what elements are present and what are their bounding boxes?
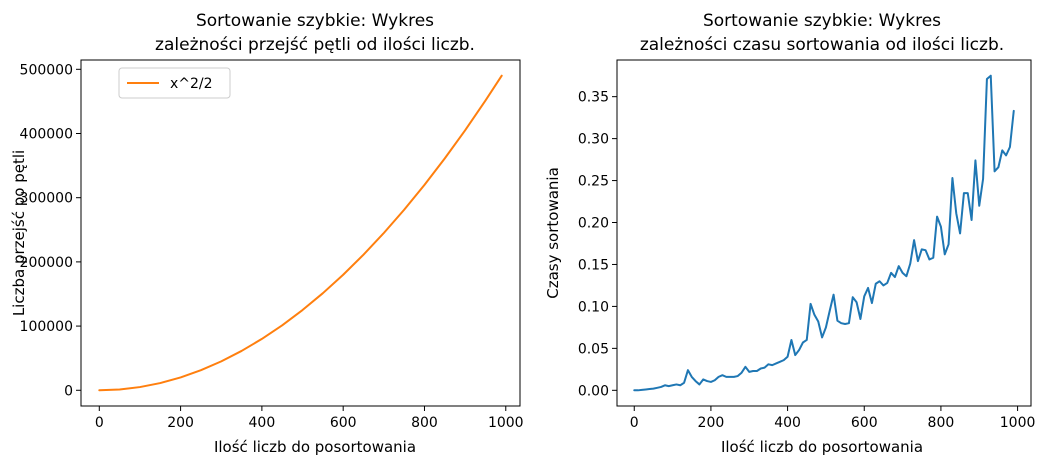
x-tick-label: 400	[774, 415, 801, 431]
y-tick-label: 400000	[20, 127, 73, 143]
plot-lines	[633, 74, 1015, 392]
y-tick-label: 0	[64, 383, 73, 399]
x-tick-label: 800	[928, 415, 955, 431]
y-tick-label: 0.05	[578, 341, 609, 357]
x-tick-label: 200	[698, 415, 725, 431]
chart-title-line-1: Sortowanie szybkie: Wykres	[703, 11, 941, 31]
y-tick-label: 300000	[20, 191, 73, 207]
chart-title-line-2: zależności czasu sortowania od ilości li…	[640, 35, 1004, 55]
chart-title-line-1: Sortowanie szybkie: Wykres	[196, 11, 434, 31]
y-axis-label: Czasy sortowania	[544, 167, 562, 299]
x-axis-label: Ilość liczb do posortowania	[214, 438, 416, 456]
y-tick-label: 500000	[20, 62, 73, 78]
y-tick-label: 0.20	[578, 216, 609, 232]
x-tick-label: 1000	[1000, 415, 1036, 431]
axis-ticks: 0 200 400 600 800 1000 0.00 0.05 0.10 0.15 0.20 0.2…	[578, 90, 1036, 431]
x-tick-label: 1000	[488, 415, 524, 431]
x-tick-label: 600	[851, 415, 878, 431]
x-tick-label: 200	[167, 415, 194, 431]
legend-box	[118, 67, 231, 99]
y-tick-label: 0.00	[578, 383, 609, 399]
axes-frame	[80, 59, 521, 407]
chart-loop-passes: Sortowanie szybkie: Wykres zależności pr…	[10, 11, 524, 456]
plot-lines	[98, 74, 503, 392]
x-tick-label: 0	[95, 415, 104, 431]
series-line-0	[98, 74, 503, 392]
chart-title-line-2: zależności przejść pętli od ilości liczb…	[155, 35, 475, 55]
x-axis-label: Ilość liczb do posortowania	[721, 438, 923, 456]
series-line-0	[633, 74, 1015, 392]
y-tick-label: 0.25	[578, 174, 609, 190]
x-tick-label: 600	[330, 415, 357, 431]
y-tick-label: 100000	[20, 319, 73, 335]
x-tick-label: 0	[630, 415, 639, 431]
y-tick-label: 0.15	[578, 257, 609, 273]
axis-ticks: 0 200 400 600 800 1000 0 100000 200000 300000 4000…	[20, 62, 524, 431]
x-tick-label: 400	[249, 415, 276, 431]
y-tick-label: 200000	[20, 255, 73, 271]
y-axis-label: Liczba przejść po pętli	[10, 150, 28, 316]
x-tick-label: 800	[411, 415, 438, 431]
y-tick-label: 0.30	[578, 132, 609, 148]
legend-label: x^2/2	[170, 76, 213, 92]
axes-frame	[616, 59, 1032, 407]
legend: x^2/2	[118, 67, 231, 99]
chart-sort-times: Sortowanie szybkie: Wykres zależności cz…	[544, 11, 1035, 456]
y-tick-label: 0.10	[578, 299, 609, 315]
y-tick-label: 0.35	[578, 90, 609, 106]
